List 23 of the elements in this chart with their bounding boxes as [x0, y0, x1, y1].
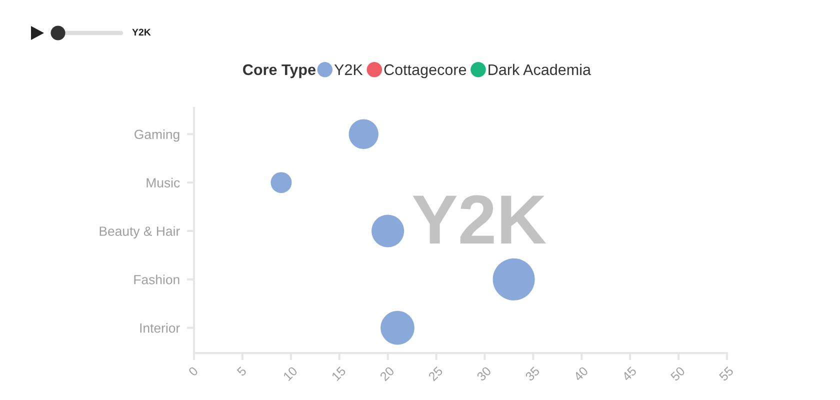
x-tick-label: 10: [282, 366, 298, 382]
x-tick-label: 20: [379, 366, 395, 382]
legend-label: Dark Academia: [488, 64, 591, 76]
x-tick-label: 35: [524, 366, 540, 382]
y-tick-label: Fashion: [134, 274, 180, 284]
x-tick-label: 30: [476, 366, 492, 382]
y-tick-label: Gaming: [134, 129, 180, 142]
x-tick-label: 40: [573, 366, 589, 382]
x-tick-label: 0: [188, 366, 198, 377]
legend-title: Core Type: [243, 64, 316, 78]
x-tick-label: 5: [236, 366, 247, 377]
y-tick-label: Beauty & Hair: [100, 226, 180, 239]
x-tick-label: 55: [718, 366, 734, 382]
x-tick-label: 25: [428, 366, 444, 382]
x-tick-label: 15: [331, 366, 346, 382]
legend-label: Cottagecore: [384, 64, 466, 78]
text: Y2K: [132, 28, 151, 36]
y-tick-label: Music: [146, 178, 180, 188]
y-tick-label: Interior: [140, 323, 180, 333]
annotation: Y2K: [412, 195, 546, 244]
x-tick-label: 50: [670, 366, 686, 382]
x-tick-label: 45: [622, 366, 638, 382]
legend-label: Y2K: [334, 64, 363, 75]
